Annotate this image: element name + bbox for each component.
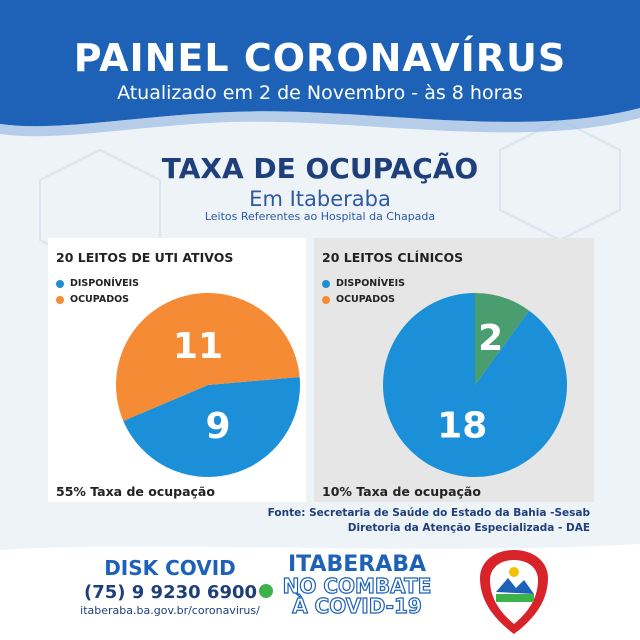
uti-pie-chart: 9 11 xyxy=(116,293,300,478)
clinical-legend-occupied-label: OCUPADOS xyxy=(336,294,396,305)
uti-occupancy-rate: 55% Taxa de ocupação xyxy=(56,484,215,499)
source-line-2: Diretoria da Atenção Especializada - DAE xyxy=(347,522,590,534)
legend-dot-icon xyxy=(56,295,64,304)
uti-slice-occupied xyxy=(116,293,300,421)
source-note: Fonte: Secretaria de Saúde do Estado da … xyxy=(268,506,590,536)
city-seal-logo xyxy=(480,550,548,634)
clinical-legend-occupied: OCUPADOS xyxy=(322,294,395,305)
clinical-panel-title: 20 LEITOS CLÍNICOS xyxy=(322,250,464,265)
campaign-line-2: NO COMBATE xyxy=(282,574,432,598)
uti-slice-label-available: 9 xyxy=(205,406,230,447)
coronavirus-url[interactable]: itaberaba.ba.gov.br/coronavirus/ xyxy=(80,604,260,617)
uti-slice-available xyxy=(123,376,300,478)
campaign-slogan: NO COMBATE À COVID-19 xyxy=(272,574,442,618)
header-band xyxy=(0,0,640,137)
page-title: PAINEL CORONAVÍRUS xyxy=(73,36,567,80)
clinical-slice-occupied xyxy=(475,293,530,385)
source-line-1: Fonte: Secretaria de Saúde do Estado da … xyxy=(267,507,590,519)
legend-dot-icon xyxy=(322,279,330,288)
section-note: Leitos Referentes ao Hospital da Chapada xyxy=(204,210,436,223)
legend-dot-icon xyxy=(56,279,64,288)
uti-panel: 20 LEITOS DE UTI ATIVOS DISPONÍVEIS OCUP… xyxy=(48,238,306,502)
footer-band xyxy=(0,544,640,640)
legend-dot-icon xyxy=(322,295,330,304)
clinical-occupancy-rate: 10% Taxa de ocupação xyxy=(322,484,481,499)
uti-legend-available-label: DISPONÍVEIS xyxy=(70,278,140,289)
disk-covid-title: DISK COVID xyxy=(104,556,236,580)
campaign-city: ITABERABA xyxy=(287,552,427,577)
clinical-slice-label-available: 18 xyxy=(437,405,487,446)
clinical-pie-chart: 18 2 xyxy=(383,293,567,477)
clinical-slice-label-occupied: 2 xyxy=(478,318,503,359)
uti-panel-title: 20 LEITOS DE UTI ATIVOS xyxy=(56,250,234,265)
clinical-legend-available-label: DISPONÍVEIS xyxy=(336,278,406,289)
disk-covid-phone: (75) 9 9230 6900 xyxy=(84,582,274,603)
section-title: TAXA DE OCUPAÇÃO xyxy=(161,152,479,185)
clinical-legend-available: DISPONÍVEIS xyxy=(322,278,405,289)
uti-slice-label-occupied: 11 xyxy=(173,326,223,367)
whatsapp-icon xyxy=(259,584,274,598)
uti-legend-occupied: OCUPADOS xyxy=(56,294,129,305)
section-subtitle: Em Itaberaba xyxy=(249,187,391,211)
clinical-panel: 20 LEITOS CLÍNICOS DISPONÍVEIS OCUPADOS … xyxy=(314,238,594,502)
uti-legend-available: DISPONÍVEIS xyxy=(56,278,139,289)
campaign-line-3: À COVID-19 xyxy=(292,594,423,618)
phone-number: (75) 9 9230 6900 xyxy=(84,582,258,603)
update-subtitle: Atualizado em 2 de Novembro - às 8 horas xyxy=(117,82,523,104)
uti-legend-occupied-label: OCUPADOS xyxy=(70,294,130,305)
